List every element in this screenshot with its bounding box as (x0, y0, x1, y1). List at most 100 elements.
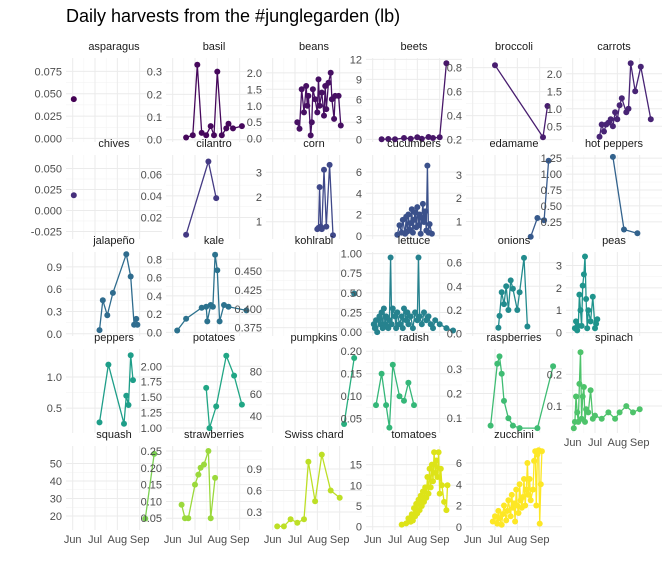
data-point-tomatoes (428, 461, 435, 468)
data-point-beans (298, 86, 305, 93)
data-point-basil (211, 132, 217, 139)
data-point-kale (183, 315, 190, 322)
data-point-lettuce (436, 321, 443, 328)
data-point-raspberries (487, 422, 494, 429)
minor-grid-raspberries (466, 349, 562, 433)
y-tick-label: 0.375 (234, 323, 262, 335)
data-point-lettuce (432, 317, 439, 324)
data-point-broccoli (492, 62, 498, 69)
major-grid-raspberries (466, 349, 562, 433)
data-point-lettuce (404, 309, 411, 316)
data-point-basil (225, 120, 232, 127)
data-point-edamame (541, 217, 548, 224)
data-point-zucchini (519, 494, 526, 500)
data-point-beets (436, 134, 443, 141)
data-point-zucchini (523, 486, 530, 493)
data-point-raspberries (498, 370, 505, 377)
data-point-cucumbers (426, 221, 433, 228)
data-point-spinach (598, 415, 605, 422)
y-tick-label: 0.2 (447, 388, 462, 400)
x-tick-label: Jul (588, 437, 602, 449)
y-tick-label: 0.000 (34, 133, 62, 145)
data-point-beans (307, 132, 314, 139)
data-point-kale (214, 267, 221, 274)
data-point-swiss-chard (294, 519, 301, 526)
data-point-lettuce (443, 325, 450, 332)
data-point-strawberries (192, 481, 198, 488)
major-grid-jalape-o (66, 252, 162, 336)
panel-label-beans: beans (299, 41, 329, 53)
data-point-strawberries (201, 461, 207, 468)
y-tick-label: 5 (356, 501, 362, 513)
y-tick-label: 0.25 (141, 446, 162, 458)
data-point-peas (587, 318, 594, 325)
series-line-edamame (530, 160, 550, 237)
x-tick-label: Jul (288, 534, 302, 546)
y-tick-label: 1.25 (141, 408, 162, 420)
x-tick-label: Jul (388, 534, 402, 546)
y-tick-label: 0 (356, 231, 362, 243)
data-point-strawberries (178, 501, 185, 508)
y-tick-label: 2.0 (247, 68, 262, 80)
data-point-peppers (123, 392, 130, 399)
data-point-beets (425, 134, 432, 140)
y-tick-label: 0.6 (247, 486, 262, 498)
data-point-peas (577, 307, 584, 314)
panel-squash: squash 20 30 40 50 Jun Jul Aug Sep (50, 429, 162, 546)
panel-raspberries: raspberries 0.1 0.2 0.3 (447, 332, 562, 433)
data-point-spinach (587, 387, 594, 394)
data-point-beets (378, 136, 385, 143)
data-point-tomatoes (424, 474, 431, 480)
data-point-lettuce (412, 309, 419, 316)
data-point-radish (389, 361, 396, 368)
panel-label-onions: onions (498, 235, 531, 247)
data-point-corn (318, 226, 325, 233)
data-point-spinach (574, 409, 581, 416)
data-point-peas (582, 253, 588, 260)
data-point-carrots (632, 88, 639, 95)
data-point-beans (314, 109, 321, 116)
data-point-raspberries (516, 425, 523, 432)
data-point-tomatoes (430, 478, 436, 485)
data-point-lettuce (380, 305, 387, 312)
x-tick-label: Aug (208, 534, 228, 546)
panel-cucumbers: cucumbers 0 2 4 6 (356, 138, 462, 243)
panel-label-cilantro: cilantro (196, 138, 231, 150)
data-point-swiss-chard (327, 487, 334, 494)
data-point-carrots (625, 105, 632, 112)
y-tick-label: 0 (356, 134, 362, 146)
data-point-spinach (623, 403, 630, 410)
data-point-raspberries (550, 363, 557, 370)
data-point-asparagus (70, 96, 77, 103)
x-tick-label: Aug (608, 437, 628, 449)
panel-label-beets: beets (401, 41, 428, 53)
data-point-broccoli (544, 103, 551, 109)
y-tick-label: 0.2 (547, 369, 562, 381)
data-point-edamame (545, 157, 552, 164)
panel-asparagus: asparagus 0.000 0.025 0.050 0.075 (34, 41, 162, 145)
y-tick-label: 0.0 (147, 327, 162, 339)
data-point-lettuce (409, 325, 416, 332)
data-point-lettuce (430, 325, 436, 332)
data-point-radish (378, 370, 385, 377)
x-tick-label: Jun (64, 534, 82, 546)
y-tick-label: 0.04 (141, 191, 162, 203)
y-tick-label: 0.3 (247, 507, 262, 519)
series-line-lettuce (373, 257, 454, 333)
data-point-onions (514, 307, 521, 313)
data-point-basil (223, 125, 230, 132)
major-grid-cilantro (166, 155, 262, 239)
data-point-swiss-chard (301, 516, 307, 523)
series-line-raspberries (489, 356, 554, 429)
y-tick-label: 0.10 (341, 391, 362, 403)
y-tick-label: 1.0 (547, 104, 562, 116)
data-point-zucchini (521, 476, 527, 482)
panel-label-squash: squash (96, 429, 131, 441)
y-tick-label: 10 (350, 480, 362, 492)
y-tick-label: 0.3 (147, 67, 162, 79)
data-point-peppers (96, 419, 103, 426)
data-point-beets (418, 135, 425, 142)
y-tick-label: 30 (50, 494, 62, 506)
data-point-zucchini (516, 481, 523, 488)
